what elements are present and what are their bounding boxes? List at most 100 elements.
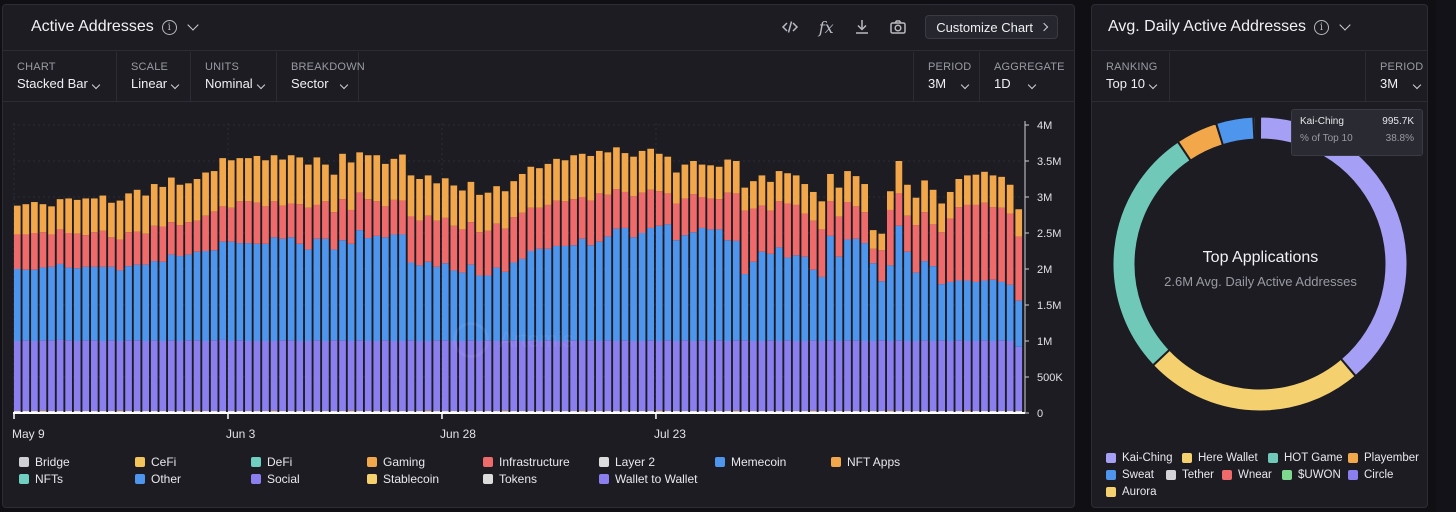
- bar-segment-infrastructure[interactable]: [707, 198, 714, 230]
- legend-item[interactable]: Gaming: [367, 455, 425, 469]
- bar-segment-gaming[interactable]: [809, 191, 817, 221]
- bar-segment-infrastructure[interactable]: [150, 225, 158, 262]
- bar-segment-infrastructure[interactable]: [236, 201, 244, 244]
- breakdown-select[interactable]: BREAKDOWN Sector: [277, 52, 365, 102]
- bar-segment-memecoin[interactable]: [304, 249, 312, 341]
- bar-segment-wallet-to-wallet[interactable]: [673, 341, 680, 413]
- bar-segment-wallet-to-wallet[interactable]: [518, 341, 526, 413]
- bar-segment-wallet-to-wallet[interactable]: [715, 340, 723, 413]
- bar-segment-memecoin[interactable]: [287, 237, 295, 341]
- bar-segment-wallet-to-wallet[interactable]: [741, 340, 749, 413]
- bar-segment-memecoin[interactable]: [938, 284, 946, 341]
- legend-item[interactable]: Here Wallet: [1182, 452, 1258, 464]
- bar-segment-wallet-to-wallet[interactable]: [125, 340, 132, 413]
- bar-segment-gaming[interactable]: [193, 179, 201, 221]
- bar-segment-wallet-to-wallet[interactable]: [108, 340, 115, 413]
- customize-chart-button[interactable]: Customize Chart: [925, 15, 1058, 39]
- bar-segment-gaming[interactable]: [296, 157, 304, 205]
- bar-segment-memecoin[interactable]: [210, 250, 218, 341]
- bar-segment-gaming[interactable]: [861, 184, 868, 213]
- bar-segment-memecoin[interactable]: [655, 225, 663, 341]
- bar-segment-memecoin[interactable]: [553, 245, 560, 341]
- bar-segment-memecoin[interactable]: [476, 275, 483, 341]
- bar-segment-wallet-to-wallet[interactable]: [227, 341, 235, 413]
- bar-segment-gaming[interactable]: [904, 184, 911, 216]
- bar-segment-gaming[interactable]: [467, 181, 475, 223]
- bar-segment-memecoin[interactable]: [202, 251, 209, 341]
- chevron-down-icon[interactable]: [187, 19, 199, 31]
- bar-segment-gaming[interactable]: [262, 160, 269, 207]
- bar-segment-infrastructure[interactable]: [356, 192, 363, 231]
- bar-segment-memecoin[interactable]: [356, 230, 363, 341]
- bar-segment-memecoin[interactable]: [168, 254, 175, 341]
- bar-segment-gaming[interactable]: [82, 198, 90, 236]
- bar-segment-gaming[interactable]: [784, 173, 791, 204]
- bar-segment-infrastructure[interactable]: [613, 189, 620, 229]
- bar-segment-memecoin[interactable]: [972, 281, 980, 341]
- bar-segment-gaming[interactable]: [895, 161, 903, 194]
- bar-segment-memecoin[interactable]: [809, 269, 817, 341]
- bar-segment-memecoin[interactable]: [844, 239, 851, 341]
- bar-segment-gaming[interactable]: [253, 155, 261, 203]
- bar-segment-memecoin[interactable]: [510, 262, 518, 341]
- bar-segment-wallet-to-wallet[interactable]: [90, 340, 98, 413]
- bar-segment-infrastructure[interactable]: [912, 225, 920, 273]
- legend-item[interactable]: Infrastructure: [483, 455, 570, 469]
- bar-segment-infrastructure[interactable]: [1006, 213, 1014, 285]
- legend-item[interactable]: Circle: [1348, 469, 1393, 481]
- bar-segment-memecoin[interactable]: [707, 229, 714, 341]
- legend-item[interactable]: Playember: [1348, 452, 1419, 464]
- bar-segment-memecoin[interactable]: [65, 267, 72, 341]
- bar-segment-infrastructure[interactable]: [390, 199, 398, 235]
- donut-slice-playember[interactable]: [1177, 123, 1223, 161]
- bar-segment-infrastructure[interactable]: [125, 232, 132, 267]
- bar-segment-gaming[interactable]: [330, 174, 338, 213]
- bar-segment-memecoin[interactable]: [227, 241, 235, 341]
- bar-segment-memecoin[interactable]: [886, 265, 894, 341]
- bar-segment-gaming[interactable]: [501, 191, 509, 229]
- bar-segment-gaming[interactable]: [827, 173, 834, 202]
- bar-segment-infrastructure[interactable]: [31, 233, 38, 270]
- bar-segment-memecoin[interactable]: [561, 245, 569, 341]
- bar-segment-gaming[interactable]: [929, 189, 937, 225]
- bar-segment-memecoin[interactable]: [381, 237, 389, 341]
- bar-segment-memecoin[interactable]: [279, 238, 286, 341]
- bar-segment-gaming[interactable]: [536, 168, 543, 208]
- bar-segment-wallet-to-wallet[interactable]: [390, 341, 398, 413]
- bar-segment-memecoin[interactable]: [484, 275, 492, 341]
- bar-segment-infrastructure[interactable]: [116, 239, 124, 271]
- bar-segment-gaming[interactable]: [90, 198, 98, 233]
- legend-item[interactable]: Aurora: [1106, 486, 1157, 498]
- donut-slice-here-wallet[interactable]: [1153, 349, 1356, 412]
- bar-segment-gaming[interactable]: [22, 204, 30, 235]
- bar-segment-memecoin[interactable]: [570, 245, 577, 341]
- chart-type-select[interactable]: CHART Stacked Bar: [3, 52, 117, 102]
- bar-segment-memecoin[interactable]: [775, 247, 783, 341]
- bar-segment-wallet-to-wallet[interactable]: [381, 340, 389, 413]
- bar-segment-gaming[interactable]: [390, 158, 398, 200]
- bar-segment-memecoin[interactable]: [690, 232, 697, 341]
- bar-segment-memecoin[interactable]: [767, 253, 774, 341]
- bar-segment-gaming[interactable]: [981, 171, 988, 203]
- bar-segment-wallet-to-wallet[interactable]: [399, 341, 406, 413]
- bar-segment-gaming[interactable]: [690, 161, 697, 195]
- bar-segment-infrastructure[interactable]: [818, 229, 826, 277]
- bar-segment-wallet-to-wallet[interactable]: [553, 341, 560, 413]
- bar-segment-memecoin[interactable]: [493, 267, 500, 341]
- bar-segment-gaming[interactable]: [561, 160, 569, 202]
- bar-segment-gaming[interactable]: [108, 202, 115, 238]
- bar-segment-infrastructure[interactable]: [750, 208, 757, 262]
- bar-segment-wallet-to-wallet[interactable]: [758, 341, 766, 413]
- bar-segment-gaming[interactable]: [989, 175, 997, 208]
- bar-segment-wallet-to-wallet[interactable]: [852, 340, 860, 413]
- bar-segment-wallet-to-wallet[interactable]: [339, 340, 346, 413]
- bar-segment-infrastructure[interactable]: [381, 206, 389, 238]
- bar-segment-wallet-to-wallet[interactable]: [424, 341, 432, 413]
- bar-segment-infrastructure[interactable]: [655, 191, 663, 226]
- bar-segment-wallet-to-wallet[interactable]: [604, 340, 612, 413]
- bar-segment-memecoin[interactable]: [424, 261, 432, 341]
- legend-item[interactable]: CeFi: [135, 455, 176, 469]
- bar-segment-wallet-to-wallet[interactable]: [698, 340, 706, 413]
- bar-segment-wallet-to-wallet[interactable]: [989, 341, 997, 413]
- bar-segment-wallet-to-wallet[interactable]: [168, 340, 175, 413]
